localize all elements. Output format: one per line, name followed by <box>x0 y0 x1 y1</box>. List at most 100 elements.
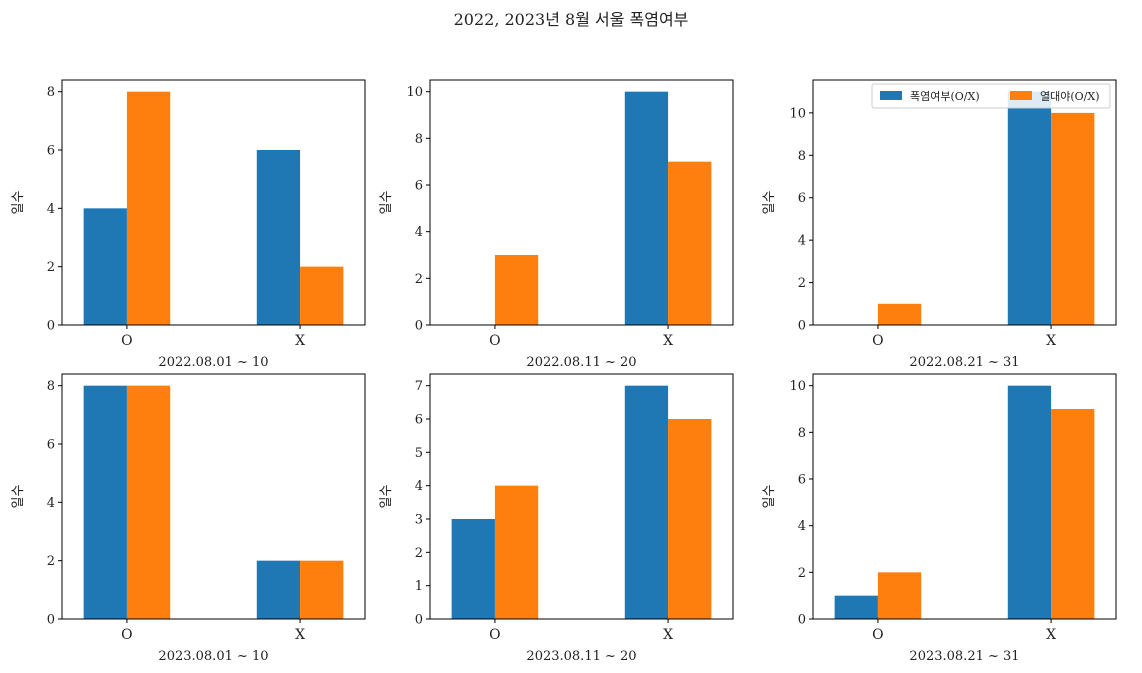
axes-frame <box>429 373 734 620</box>
y-tick-label: 6 <box>47 144 55 159</box>
subplot-2: 0 2 4 6 8 10 O X 2022.08.11 ~ 20 일수 <box>379 79 734 370</box>
y-tick-label: 4 <box>798 519 806 534</box>
axes-frame <box>61 373 366 620</box>
y-tick-label: 0 <box>415 613 423 628</box>
subplot-4: 0 2 4 6 8 O X 2023.08.01 ~ 10 일수 <box>11 373 366 664</box>
figure-title: 2022, 2023년 8월 서울 폭염여부 <box>453 10 689 29</box>
y-tick-label: 10 <box>789 106 806 121</box>
y-tick-label: 6 <box>798 191 806 206</box>
bar-X-series-2 <box>668 419 712 619</box>
y-tick-label: 8 <box>798 149 806 164</box>
legend-swatch <box>1010 91 1032 100</box>
y-axis-label: 일수 <box>762 191 777 215</box>
legend-swatch <box>880 91 902 100</box>
y-tick-label: 4 <box>798 234 806 249</box>
y-tick-label: 4 <box>47 496 55 511</box>
y-tick-label: 0 <box>47 319 55 334</box>
y-axis-label: 일수 <box>11 485 26 509</box>
x-tick-label: O <box>872 333 883 349</box>
x-tick-label: O <box>489 627 500 643</box>
y-tick-label: 6 <box>415 179 423 194</box>
x-tick-label: O <box>489 333 500 349</box>
axes-frame <box>812 373 1117 620</box>
bar-X-series-2 <box>300 266 344 325</box>
bar-X-series-2 <box>668 161 712 325</box>
bar-O-series-2 <box>126 385 171 619</box>
y-tick-label: 1 <box>415 579 423 594</box>
bar-X-series-2 <box>1051 112 1095 325</box>
y-tick-label: 6 <box>47 438 55 453</box>
legend-entry: 폭염여부(O/X) <box>910 90 980 103</box>
y-tick-label: 2 <box>415 546 423 561</box>
bar-O-series-2 <box>126 91 171 326</box>
x-axis-label: 2022.08.01 ~ 10 <box>158 355 268 370</box>
y-tick-label: 2 <box>47 260 55 275</box>
y-tick-label: 10 <box>406 85 423 100</box>
x-tick-label: X <box>295 627 305 643</box>
y-tick-label: 5 <box>415 446 423 461</box>
bar-X-series-1 <box>256 560 301 619</box>
bar-O-series-2 <box>494 485 539 619</box>
x-axis-label: 2023.08.21 ~ 31 <box>909 649 1019 664</box>
x-tick-label: O <box>121 627 132 643</box>
y-tick-label: 2 <box>47 554 55 569</box>
bar-X-series-1 <box>1007 91 1052 326</box>
y-tick-label: 8 <box>47 379 55 394</box>
legend-box <box>871 83 1111 109</box>
x-tick-label: X <box>663 333 673 349</box>
subplot-6: 0 2 4 6 8 10 O X 2023.08.21 ~ 31 일수 <box>762 373 1117 664</box>
y-tick-label: 2 <box>798 566 806 581</box>
bar-X-series-2 <box>1051 409 1095 619</box>
bar-O-series-2 <box>494 255 539 325</box>
legend: 폭염여부(O/X) 열대야(O/X) <box>871 83 1111 109</box>
x-tick-label: O <box>121 333 132 349</box>
y-axis-label: 일수 <box>379 485 394 509</box>
y-tick-label: 2 <box>415 272 423 287</box>
axes-frame <box>61 79 366 326</box>
y-tick-label: 4 <box>47 202 55 217</box>
subplot-5: 0 1 2 3 4 5 6 7 O X 2023.08.11 ~ 20 일수 <box>379 373 734 664</box>
bar-X-series-2 <box>300 560 344 619</box>
bar-O-series-1 <box>834 595 878 619</box>
axes-frame <box>812 79 1117 326</box>
subplot-3: 0 2 4 6 8 10 O X 2022.08.21 ~ 31 일수 폭염여부(O/X) 열대야(O… <box>762 79 1117 370</box>
y-tick-label: 4 <box>415 225 423 240</box>
subplot-1: 0 2 4 6 8 O X 2022.08.01 ~ 10 일수 <box>11 79 366 370</box>
y-tick-label: 8 <box>798 426 806 441</box>
y-axis-label: 일수 <box>11 191 26 215</box>
y-axis-label: 일수 <box>762 485 777 509</box>
x-axis-label: 2023.08.11 ~ 20 <box>526 649 636 664</box>
y-tick-label: 7 <box>415 379 423 394</box>
y-tick-label: 0 <box>415 319 423 334</box>
y-tick-label: 0 <box>798 319 806 334</box>
y-tick-label: 8 <box>415 132 423 147</box>
bar-X-series-1 <box>256 150 301 325</box>
x-axis-label: 2022.08.21 ~ 31 <box>909 355 1019 370</box>
x-tick-label: O <box>872 627 883 643</box>
x-axis-label: 2023.08.01 ~ 10 <box>158 649 268 664</box>
bar-O-series-1 <box>451 519 495 619</box>
x-tick-label: X <box>1046 333 1056 349</box>
legend-entry: 열대야(O/X) <box>1040 90 1100 103</box>
y-tick-label: 10 <box>789 379 806 394</box>
bar-X-series-1 <box>624 91 669 326</box>
y-tick-label: 2 <box>798 276 806 291</box>
y-tick-label: 0 <box>798 613 806 628</box>
bar-O-series-1 <box>83 208 127 325</box>
bar-X-series-1 <box>624 385 669 619</box>
y-tick-label: 6 <box>798 473 806 488</box>
bar-X-series-1 <box>1007 385 1052 619</box>
bar-O-series-2 <box>877 572 922 619</box>
bar-O-series-1 <box>83 385 127 619</box>
x-tick-label: X <box>663 627 673 643</box>
y-tick-label: 0 <box>47 613 55 628</box>
x-tick-label: X <box>295 333 305 349</box>
y-tick-label: 3 <box>415 513 423 528</box>
y-tick-label: 6 <box>415 413 423 428</box>
y-axis-label: 일수 <box>379 191 394 215</box>
y-tick-label: 8 <box>47 85 55 100</box>
bar-O-series-2 <box>877 303 922 325</box>
x-tick-label: X <box>1046 627 1056 643</box>
x-axis-label: 2022.08.11 ~ 20 <box>526 355 636 370</box>
